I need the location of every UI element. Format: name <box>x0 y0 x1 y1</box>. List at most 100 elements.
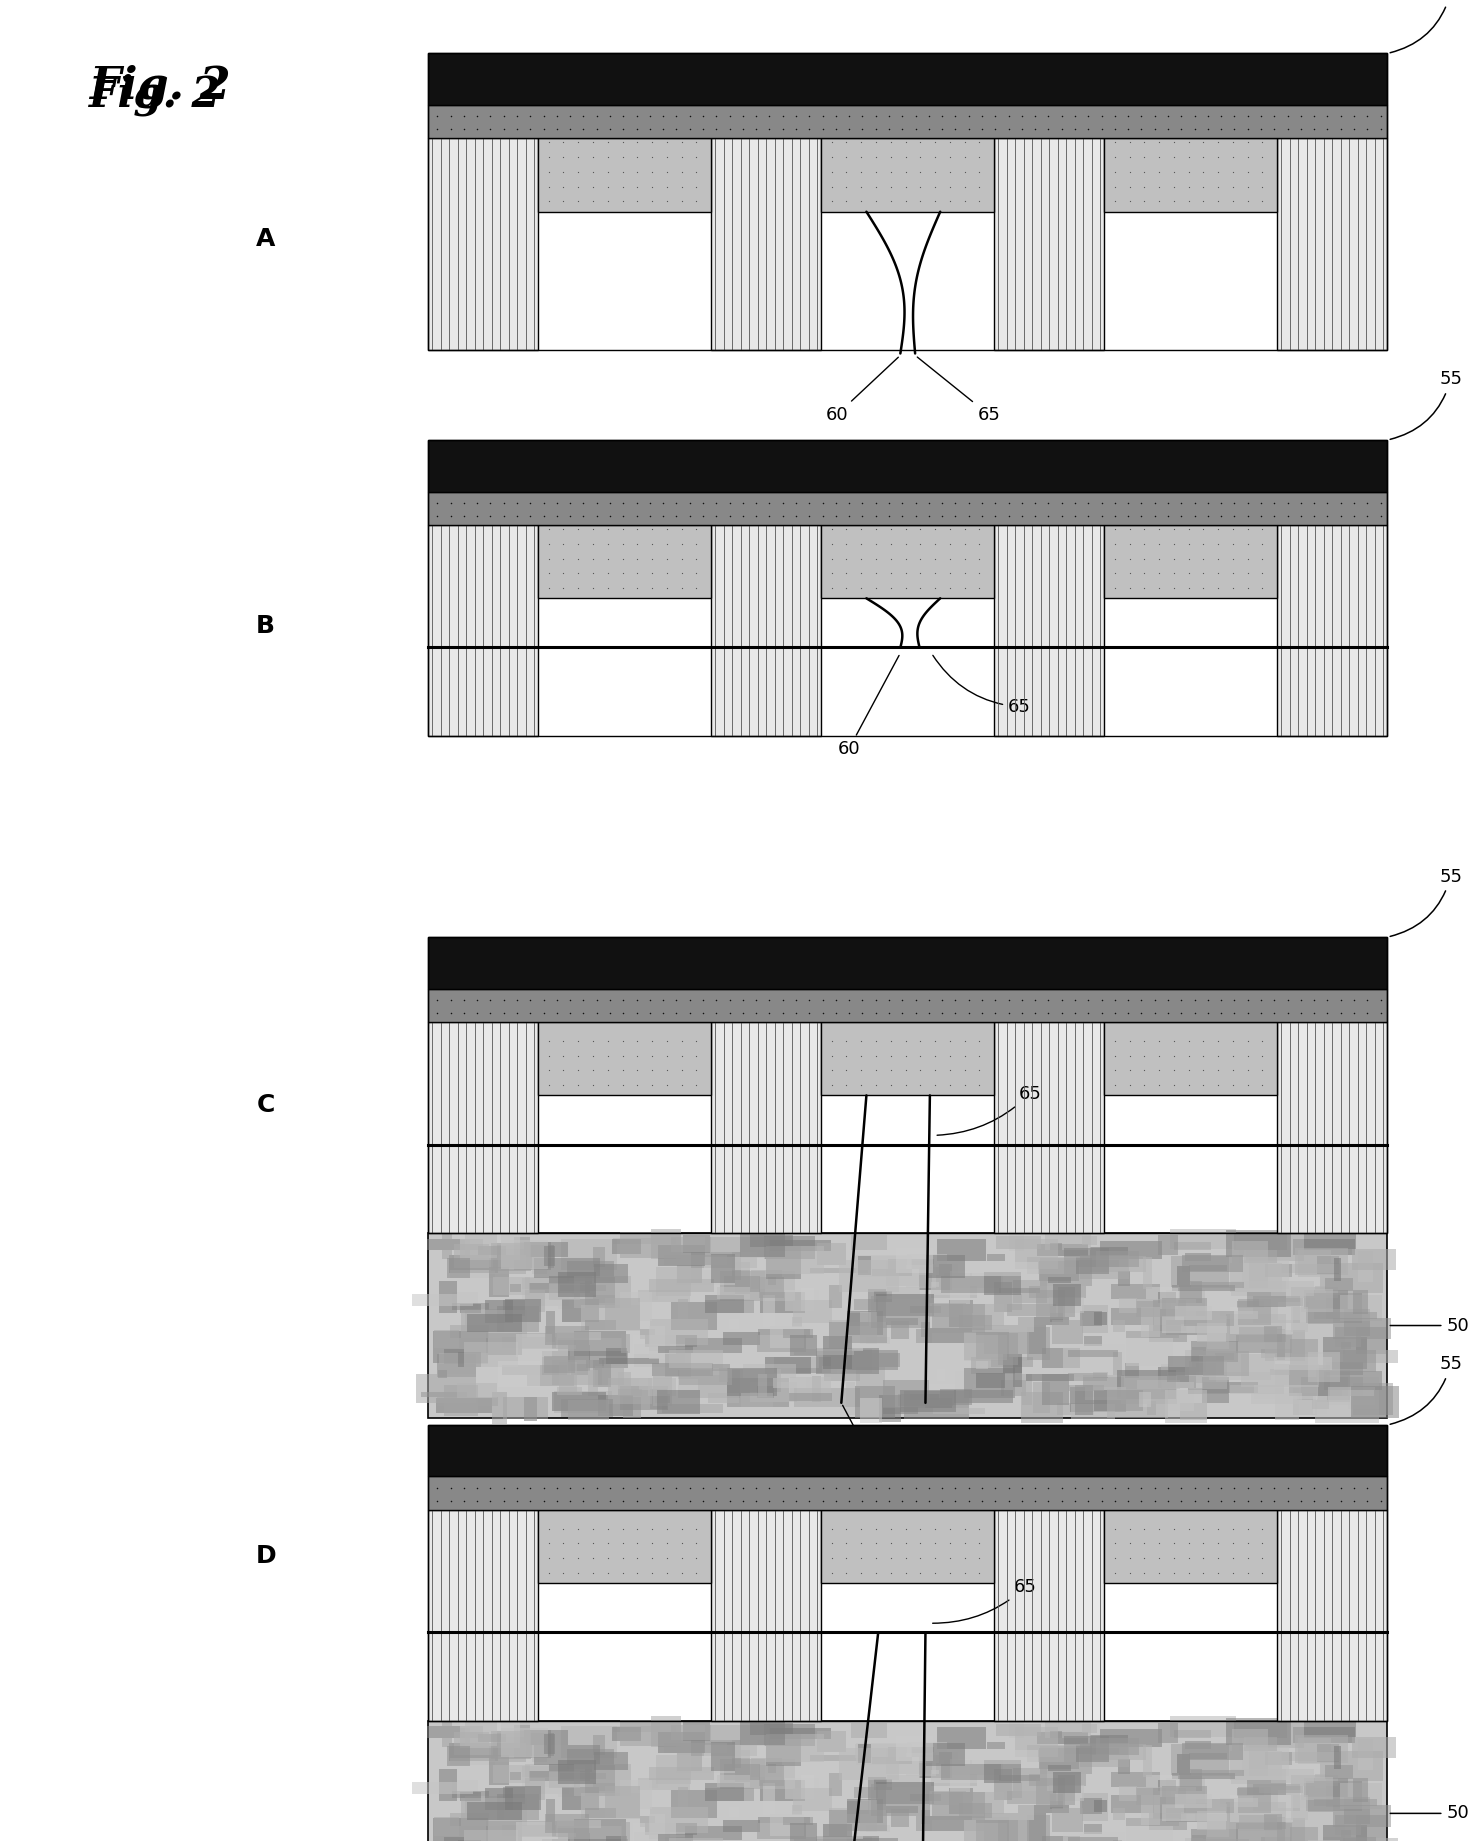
Bar <box>821 1022 995 1095</box>
Bar <box>1147 1775 1179 1788</box>
Bar <box>1342 1390 1374 1395</box>
Bar <box>1305 1778 1348 1797</box>
Bar <box>518 1821 576 1837</box>
Bar <box>502 1824 556 1835</box>
Bar <box>711 1254 735 1283</box>
Bar <box>937 1239 986 1261</box>
Bar <box>1199 1355 1216 1379</box>
Bar <box>794 1388 861 1407</box>
Bar <box>768 1276 776 1285</box>
Bar <box>1324 1837 1376 1841</box>
Bar <box>976 1373 1005 1388</box>
Bar <box>810 1756 868 1762</box>
Bar <box>669 1349 723 1368</box>
Bar <box>1314 1311 1377 1318</box>
Bar <box>493 1245 554 1268</box>
Bar <box>1275 1388 1299 1419</box>
Bar <box>461 1311 527 1338</box>
Bar <box>666 1837 691 1841</box>
Bar <box>558 1782 576 1797</box>
Bar <box>1253 1384 1318 1399</box>
Bar <box>971 1800 1033 1821</box>
Bar <box>649 1320 708 1344</box>
Bar <box>1091 1734 1128 1754</box>
Bar <box>447 1745 469 1766</box>
Bar <box>1052 1771 1082 1793</box>
Bar <box>868 1289 886 1322</box>
Bar <box>1162 1786 1207 1813</box>
Bar <box>428 1425 1387 1721</box>
Bar <box>871 1784 930 1817</box>
Bar <box>830 1773 843 1795</box>
Bar <box>1137 1381 1181 1390</box>
Bar <box>1172 1285 1235 1291</box>
Bar <box>918 1267 939 1291</box>
Bar <box>1185 1740 1212 1749</box>
Bar <box>1340 1782 1382 1810</box>
Bar <box>428 53 1387 105</box>
Bar <box>1345 1797 1371 1824</box>
Bar <box>763 1782 775 1815</box>
Bar <box>1119 1298 1137 1313</box>
Text: 55: 55 <box>1390 867 1463 937</box>
Bar <box>1265 1819 1305 1841</box>
Bar <box>452 1303 489 1311</box>
Bar <box>858 1353 899 1366</box>
Bar <box>918 1754 939 1778</box>
Bar <box>530 1283 590 1294</box>
Bar <box>1048 1276 1070 1283</box>
Bar <box>1292 1775 1339 1786</box>
Bar <box>924 1815 984 1832</box>
Bar <box>546 1799 555 1830</box>
Bar <box>976 1329 1010 1359</box>
Bar <box>677 1788 688 1806</box>
Bar <box>649 1808 708 1832</box>
Bar <box>1281 1263 1346 1272</box>
Bar <box>790 1377 831 1401</box>
Bar <box>751 1270 782 1289</box>
Bar <box>1001 1381 1026 1395</box>
Bar <box>1197 1812 1227 1830</box>
Bar <box>1353 1291 1368 1314</box>
Bar <box>1119 1786 1137 1800</box>
Bar <box>621 1823 630 1841</box>
Bar <box>892 1322 909 1338</box>
Bar <box>725 1276 760 1292</box>
Bar <box>744 1274 759 1283</box>
Bar <box>766 1734 824 1762</box>
Bar <box>1181 1324 1196 1333</box>
Bar <box>428 1233 1387 1418</box>
Bar <box>1018 1316 1069 1326</box>
Bar <box>1014 1727 1058 1756</box>
Bar <box>1193 1835 1206 1841</box>
Bar <box>973 1751 1038 1764</box>
Bar <box>539 138 711 212</box>
Bar <box>416 1373 477 1403</box>
Bar <box>1293 1239 1355 1256</box>
Bar <box>1185 1252 1212 1261</box>
Text: 55: 55 <box>1390 1355 1463 1425</box>
Bar <box>478 1246 506 1254</box>
Bar <box>1292 1287 1339 1298</box>
Bar <box>993 1281 1011 1313</box>
Bar <box>664 1743 728 1753</box>
Bar <box>964 1823 1007 1841</box>
Bar <box>1275 1364 1320 1386</box>
Bar <box>1126 1819 1179 1826</box>
Bar <box>1172 1773 1235 1778</box>
Bar <box>883 1379 928 1408</box>
Bar <box>1013 1294 1023 1311</box>
Bar <box>1100 1729 1162 1747</box>
Bar <box>1162 1298 1207 1326</box>
Bar <box>1253 1296 1300 1324</box>
Bar <box>751 1758 782 1777</box>
Bar <box>639 1817 655 1826</box>
Bar <box>1324 1349 1376 1372</box>
Bar <box>1244 1738 1277 1751</box>
Bar <box>706 1296 744 1313</box>
Bar <box>574 1819 626 1841</box>
Text: 60: 60 <box>825 357 899 423</box>
Bar <box>719 1368 729 1383</box>
Bar <box>732 1252 741 1279</box>
Bar <box>858 1743 871 1764</box>
